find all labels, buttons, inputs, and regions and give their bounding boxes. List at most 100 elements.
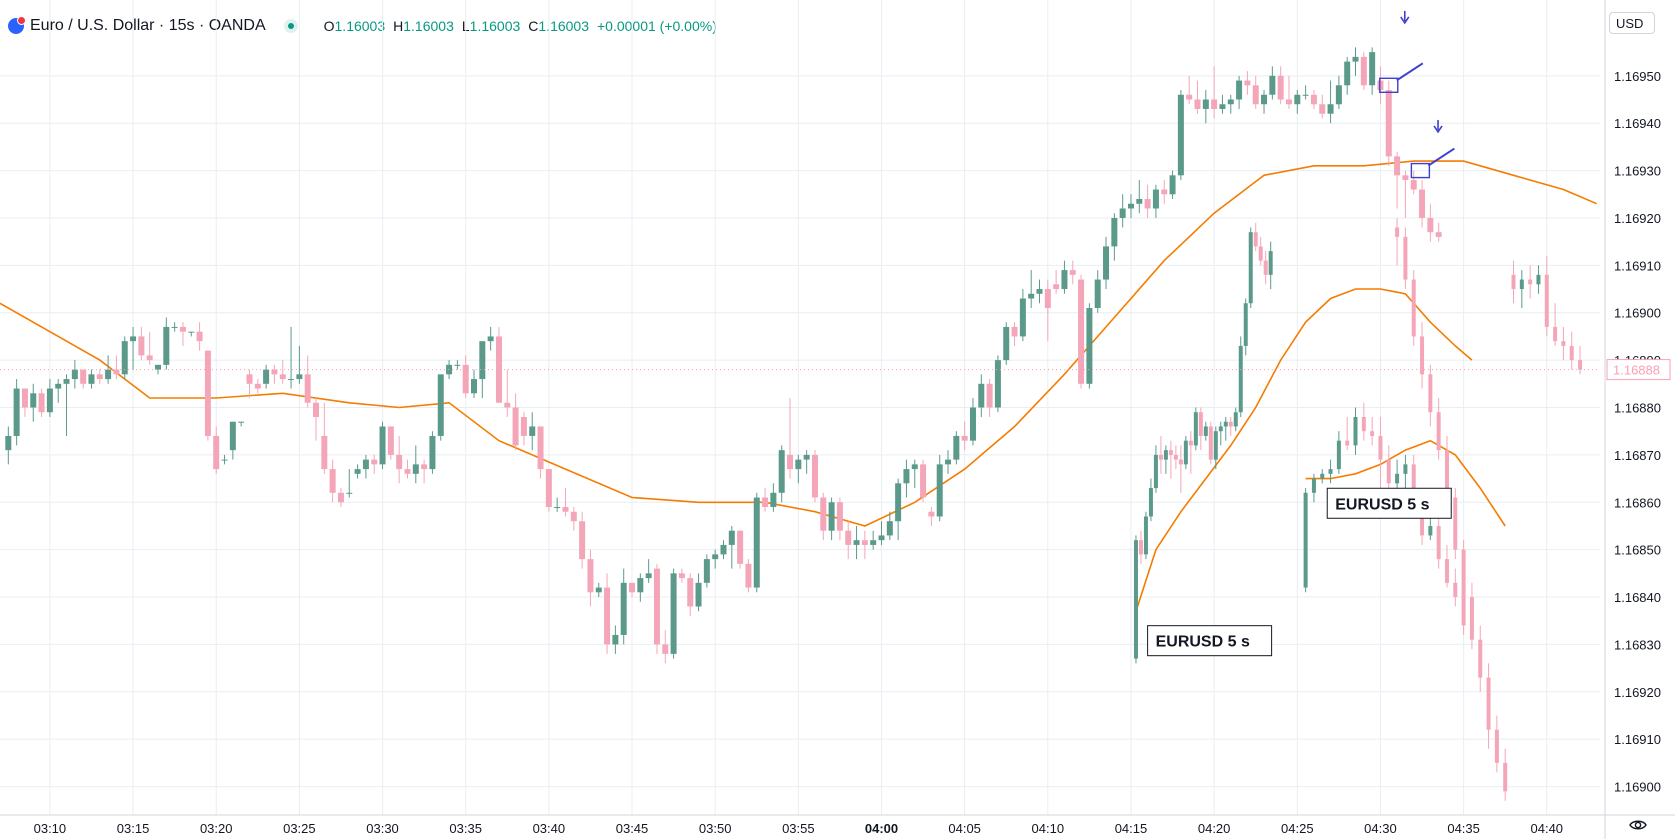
candle-body <box>88 374 95 384</box>
candle-body <box>412 464 419 474</box>
time-tick-label: 04:10 <box>1032 821 1065 836</box>
price-tick-label: 1.16850 <box>1614 543 1661 558</box>
candle-body <box>562 507 569 512</box>
candle-body <box>55 383 62 389</box>
candle-body <box>1536 274 1541 285</box>
currency-select[interactable]: USD <box>1609 12 1655 34</box>
candle-body <box>587 559 594 593</box>
candle-body <box>1003 326 1010 361</box>
signal-line <box>1427 147 1455 167</box>
candle-body <box>1268 251 1273 275</box>
candle-body <box>1294 94 1301 105</box>
candle-body <box>1302 94 1309 96</box>
candle-body <box>853 540 860 545</box>
signal-line <box>1396 62 1424 82</box>
candle-body <box>703 559 710 583</box>
symbol-label-text: EURUSD 5 s <box>1156 634 1250 651</box>
candle-body <box>454 364 461 366</box>
candle-body <box>1486 677 1491 730</box>
time-tick-label: 04:15 <box>1115 821 1148 836</box>
candle-body <box>903 469 910 484</box>
candle-body <box>1183 440 1188 465</box>
candle-body <box>421 464 428 470</box>
candle-body <box>1269 75 1276 95</box>
candle-body <box>1469 597 1474 640</box>
eye-icon[interactable] <box>1628 817 1648 833</box>
candle-body <box>1410 180 1417 190</box>
candle-body <box>1178 459 1183 465</box>
price-tick-label: 1.16920 <box>1614 211 1661 226</box>
candle-body <box>1436 412 1441 451</box>
time-tick-label: 03:50 <box>699 821 732 836</box>
candle-body <box>820 497 827 531</box>
price-tick-label: 1.16880 <box>1614 401 1661 416</box>
market-status-icon[interactable] <box>283 19 298 33</box>
candle-body <box>1420 507 1425 536</box>
candle-body <box>886 521 893 536</box>
candle-body <box>204 350 211 436</box>
candle-body <box>1328 469 1333 474</box>
candle-body <box>861 540 868 545</box>
candle-body <box>762 497 769 508</box>
candle-body <box>1553 326 1558 342</box>
candle-body <box>271 369 278 375</box>
candle-body <box>1186 94 1193 100</box>
candle-body <box>1461 597 1466 626</box>
price-tick-label: 1.16910 <box>1614 258 1661 273</box>
candle-body <box>737 530 744 564</box>
candle-body <box>346 492 353 494</box>
candle-body <box>1258 246 1263 261</box>
candle-body <box>911 464 918 470</box>
candle-body <box>1519 279 1524 290</box>
candle-body <box>1243 303 1248 346</box>
candle-body <box>994 360 1001 408</box>
candle-body <box>1411 464 1416 508</box>
candle-body <box>1411 279 1416 337</box>
candle-body <box>254 383 261 389</box>
symbol-title[interactable]: Euro / U.S. Dollar · 15s · OANDA <box>30 17 266 34</box>
candle-body <box>1188 440 1193 446</box>
close-label: C <box>528 18 539 34</box>
candle-body <box>362 459 369 470</box>
candle-body <box>1386 459 1391 484</box>
time-tick-label: 03:20 <box>200 821 233 836</box>
candle-body <box>1478 639 1483 678</box>
candle-body <box>695 582 702 607</box>
candle-body <box>263 369 270 384</box>
candle-body <box>238 421 245 423</box>
candle-body <box>1578 360 1583 370</box>
candle-body <box>46 388 53 413</box>
time-tick-label: 03:40 <box>533 821 566 836</box>
time-tick-label: 04:35 <box>1447 821 1480 836</box>
candle-body <box>1238 345 1243 413</box>
candle-body <box>1148 488 1153 517</box>
time-tick-label: 04:25 <box>1281 821 1314 836</box>
candle-body <box>354 469 361 474</box>
symbol-label-box <box>1326 487 1452 519</box>
candle-body <box>80 369 87 384</box>
candle-body <box>1528 279 1533 285</box>
candle-body <box>1133 540 1138 659</box>
candle-body <box>1327 104 1334 114</box>
moving-average-line <box>1135 288 1473 612</box>
candle-body <box>670 573 677 654</box>
candle-body <box>1153 454 1158 489</box>
candle-body <box>38 393 45 413</box>
candle-body <box>21 388 28 408</box>
open-value: 1.16003 <box>334 18 386 34</box>
time-tick-label: 04:40 <box>1531 821 1564 836</box>
candle-body <box>288 379 295 381</box>
candle-body <box>1511 274 1516 290</box>
candle-body <box>645 573 652 579</box>
candle-body <box>1369 52 1376 86</box>
candle-body <box>1019 298 1026 337</box>
candle-body <box>1248 232 1253 304</box>
candle-body <box>429 435 436 470</box>
candle-body <box>296 374 303 380</box>
price-tick-label: 1.16860 <box>1614 495 1661 510</box>
candle-body <box>1061 270 1068 290</box>
time-tick-label: 03:10 <box>34 821 67 836</box>
candle-body <box>304 374 311 403</box>
candle-body <box>1203 426 1208 436</box>
